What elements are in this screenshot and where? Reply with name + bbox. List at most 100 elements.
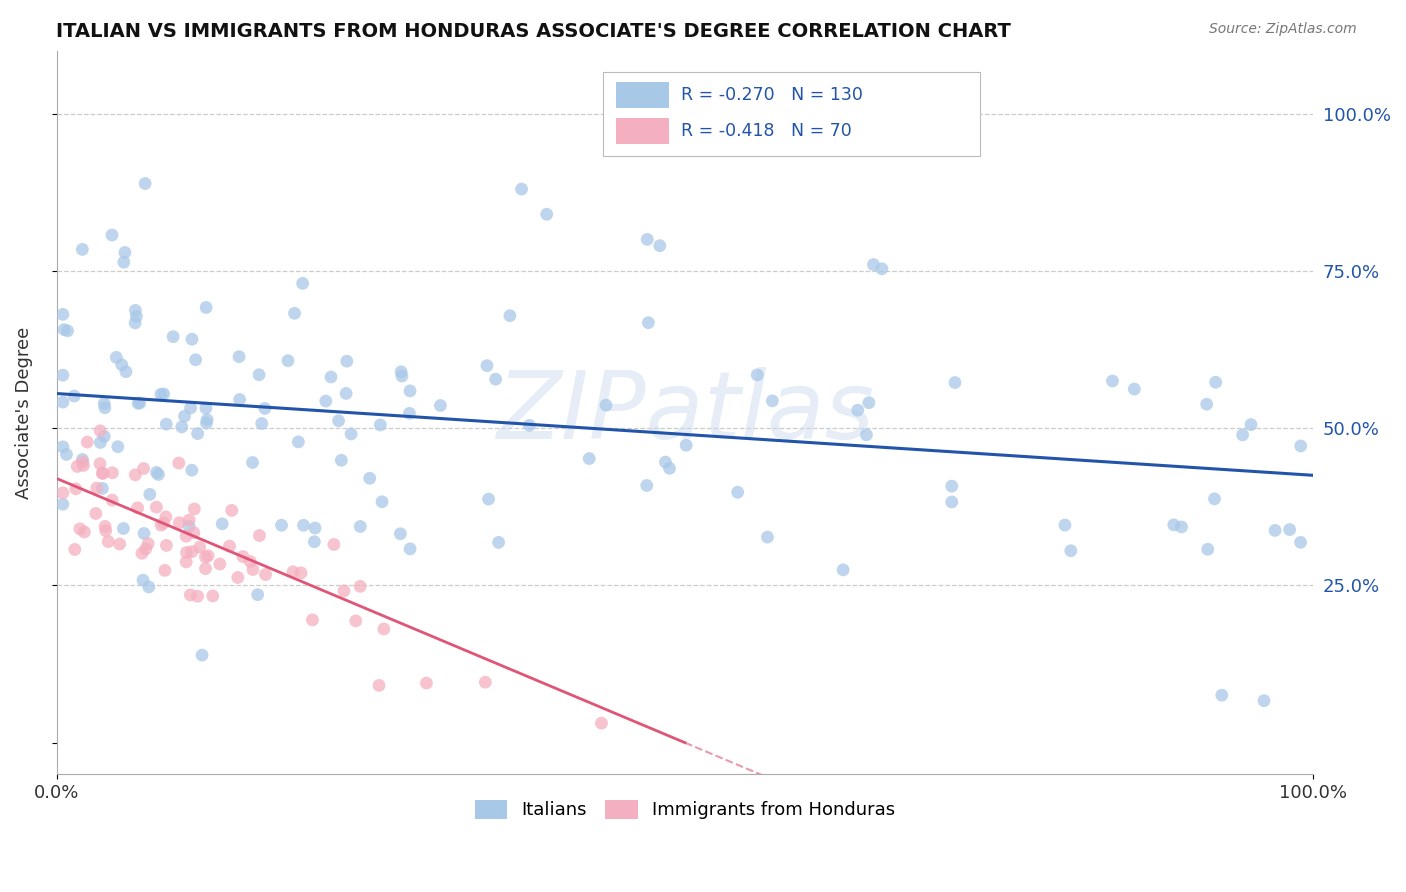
FancyBboxPatch shape bbox=[616, 82, 669, 108]
Point bbox=[270, 518, 292, 533]
Point bbox=[112, 521, 135, 535]
Point bbox=[277, 353, 299, 368]
Point bbox=[228, 392, 250, 407]
Point bbox=[246, 588, 269, 602]
Point bbox=[1195, 397, 1218, 411]
Point bbox=[287, 434, 309, 449]
Point bbox=[65, 482, 87, 496]
Point bbox=[134, 177, 156, 191]
Point bbox=[128, 396, 150, 410]
Point bbox=[195, 413, 218, 427]
Point bbox=[292, 518, 315, 533]
Point bbox=[578, 451, 600, 466]
Point bbox=[72, 455, 94, 469]
Point bbox=[399, 384, 422, 398]
Point bbox=[135, 541, 157, 556]
Text: ZIPatlas: ZIPatlas bbox=[496, 367, 875, 458]
Point bbox=[399, 541, 422, 556]
Point bbox=[179, 588, 201, 602]
Point bbox=[180, 401, 202, 415]
Point bbox=[124, 467, 146, 482]
Point bbox=[201, 589, 224, 603]
Point bbox=[1253, 693, 1275, 707]
Point bbox=[177, 513, 200, 527]
Point bbox=[132, 526, 155, 541]
Point bbox=[415, 676, 437, 690]
Point bbox=[76, 435, 98, 450]
Point bbox=[349, 579, 371, 593]
Point bbox=[344, 614, 367, 628]
Point bbox=[1289, 535, 1312, 549]
Point bbox=[1289, 439, 1312, 453]
Point bbox=[52, 497, 75, 511]
Point bbox=[330, 453, 353, 467]
Point bbox=[115, 365, 138, 379]
Point bbox=[127, 500, 149, 515]
Point bbox=[389, 365, 412, 379]
Point bbox=[254, 567, 277, 582]
Point bbox=[941, 479, 963, 493]
Point bbox=[56, 324, 79, 338]
Point bbox=[124, 303, 146, 318]
Point bbox=[373, 622, 395, 636]
Point bbox=[218, 539, 240, 553]
Point bbox=[242, 562, 264, 576]
Point bbox=[191, 648, 214, 662]
Point bbox=[870, 261, 893, 276]
Point bbox=[368, 678, 391, 692]
Point bbox=[84, 507, 107, 521]
Point bbox=[226, 570, 249, 584]
Point bbox=[488, 535, 510, 549]
Point bbox=[94, 519, 117, 533]
Point bbox=[162, 329, 184, 343]
Point bbox=[108, 537, 131, 551]
Point bbox=[132, 461, 155, 475]
Point bbox=[636, 478, 658, 492]
Point bbox=[107, 440, 129, 454]
Text: Source: ZipAtlas.com: Source: ZipAtlas.com bbox=[1209, 22, 1357, 37]
Point bbox=[194, 401, 217, 416]
Point bbox=[181, 544, 204, 558]
Point bbox=[1123, 382, 1146, 396]
Point bbox=[125, 310, 148, 324]
Text: ITALIAN VS IMMIGRANTS FROM HONDURAS ASSOCIATE'S DEGREE CORRELATION CHART: ITALIAN VS IMMIGRANTS FROM HONDURAS ASSO… bbox=[56, 22, 1011, 41]
FancyBboxPatch shape bbox=[616, 118, 669, 144]
Point bbox=[349, 519, 371, 533]
Point bbox=[591, 716, 613, 731]
Point bbox=[862, 258, 884, 272]
Point bbox=[89, 457, 111, 471]
Point bbox=[170, 420, 193, 434]
Point bbox=[89, 424, 111, 438]
Point bbox=[173, 409, 195, 424]
Point bbox=[188, 540, 211, 554]
Point bbox=[197, 549, 219, 563]
Point bbox=[101, 227, 124, 242]
Point bbox=[510, 182, 533, 196]
Point bbox=[97, 534, 120, 549]
Point bbox=[69, 522, 91, 536]
Point bbox=[336, 354, 359, 368]
Y-axis label: Associate's Degree: Associate's Degree bbox=[15, 326, 32, 499]
Point bbox=[658, 461, 681, 475]
Point bbox=[1204, 491, 1226, 506]
Point bbox=[94, 524, 117, 538]
Point bbox=[761, 393, 783, 408]
Point bbox=[368, 417, 391, 432]
Point bbox=[211, 516, 233, 531]
Point bbox=[187, 589, 209, 603]
Point bbox=[499, 309, 522, 323]
Point bbox=[93, 429, 115, 443]
Point bbox=[485, 372, 508, 386]
Point bbox=[174, 529, 197, 543]
Point bbox=[1240, 417, 1263, 432]
Point bbox=[595, 398, 617, 412]
Point bbox=[239, 555, 262, 569]
Point bbox=[637, 316, 659, 330]
Point bbox=[111, 358, 134, 372]
Point bbox=[145, 500, 167, 515]
Point bbox=[335, 386, 357, 401]
Point bbox=[340, 427, 363, 442]
Point bbox=[474, 675, 496, 690]
Point bbox=[174, 555, 197, 569]
Point bbox=[89, 435, 111, 450]
